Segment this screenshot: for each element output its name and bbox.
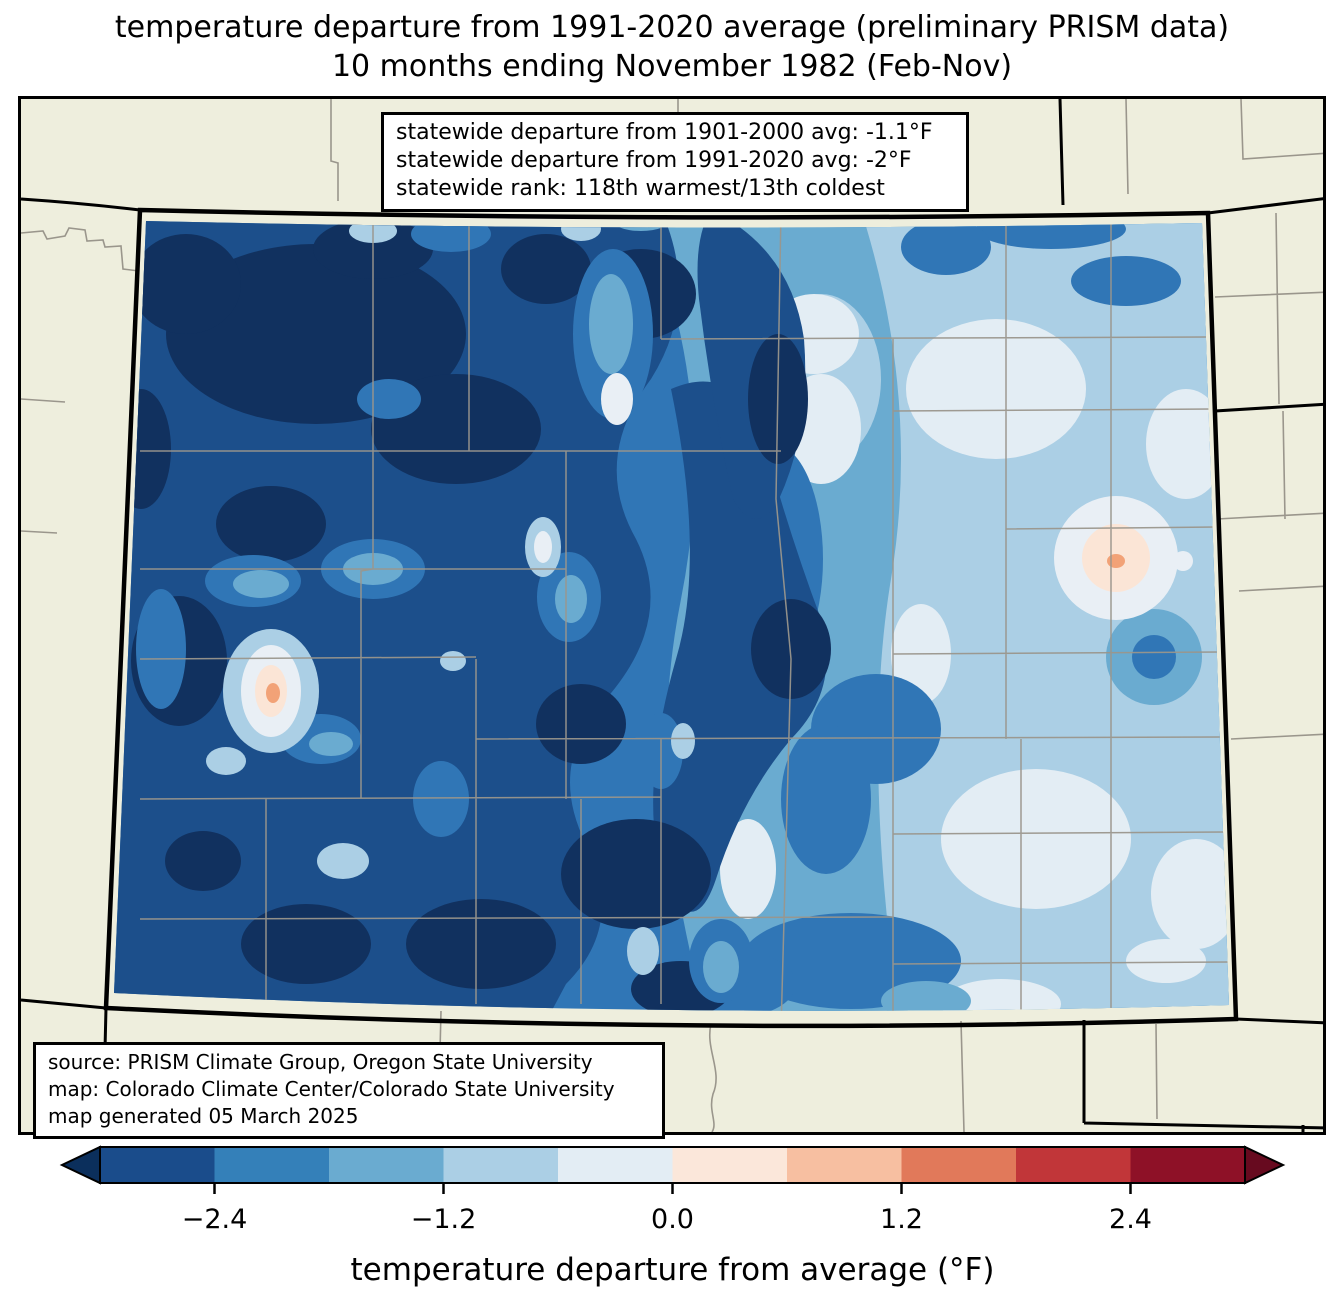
colorbar-segments — [100, 1147, 1245, 1183]
figure-title-line-2: 10 months ending November 1982 (Feb-Nov) — [331, 49, 1013, 84]
map-panel: statewide departure from 1901-2000 avg: … — [18, 96, 1326, 1139]
temperature-contour-layers — [114, 221, 1229, 1011]
tick-label-neg-1-2: −1.2 — [411, 1204, 477, 1235]
colorbar-over-arrow — [1244, 1145, 1286, 1185]
stats-line-rank: statewide rank: 118th warmest/13th colde… — [396, 176, 885, 201]
warm-bullseye-west — [223, 629, 319, 753]
statewide-stats-box: statewide departure from 1901-2000 avg: … — [381, 112, 969, 212]
colorbar-under-arrow — [59, 1145, 101, 1185]
stats-line-1991-2020: statewide departure from 1991-2020 avg: … — [396, 148, 912, 173]
generated-date-line: map generated 05 March 2025 — [48, 1104, 359, 1128]
colorbar-extend-arrows — [59, 1145, 1286, 1185]
cold-bullseye-inner — [1132, 635, 1176, 679]
colorado-state-border — [103, 207, 1239, 1029]
source-attribution-box: source: PRISM Climate Group, Oregon Stat… — [33, 1042, 665, 1139]
colorbar-ticks — [213, 1183, 1132, 1194]
map-credit-line: map: Colorado Climate Center/Colorado St… — [48, 1077, 615, 1101]
colorbar: −2.4 −1.2 0.0 1.2 2.4 temperature depart… — [59, 1145, 1286, 1288]
source-line: source: PRISM Climate Group, Oregon Stat… — [48, 1050, 593, 1074]
figure-title: temperature departure from 1991-2020 ave… — [0, 8, 1344, 86]
tick-label-pos-2-4: 2.4 — [1109, 1204, 1152, 1235]
colorbar-axis-label: temperature departure from average (°F) — [351, 1252, 995, 1288]
tick-label-neg-2-4: −2.4 — [182, 1204, 248, 1235]
colorbar-tick-labels: −2.4 −1.2 0.0 1.2 2.4 — [182, 1204, 1152, 1235]
stats-line-1901-2000: statewide departure from 1901-2000 avg: … — [396, 120, 933, 145]
colorado-county-lines — [139, 221, 1229, 1011]
contour-east-pockets — [656, 221, 1202, 1011]
colorado-map-canvas — [21, 99, 1323, 1132]
tick-label-pos-1-2: 1.2 — [880, 1204, 923, 1235]
figure-title-line-1: temperature departure from 1991-2020 ave… — [114, 10, 1230, 45]
tick-label-zero: 0.0 — [651, 1204, 694, 1235]
river-line — [709, 1023, 717, 1132]
